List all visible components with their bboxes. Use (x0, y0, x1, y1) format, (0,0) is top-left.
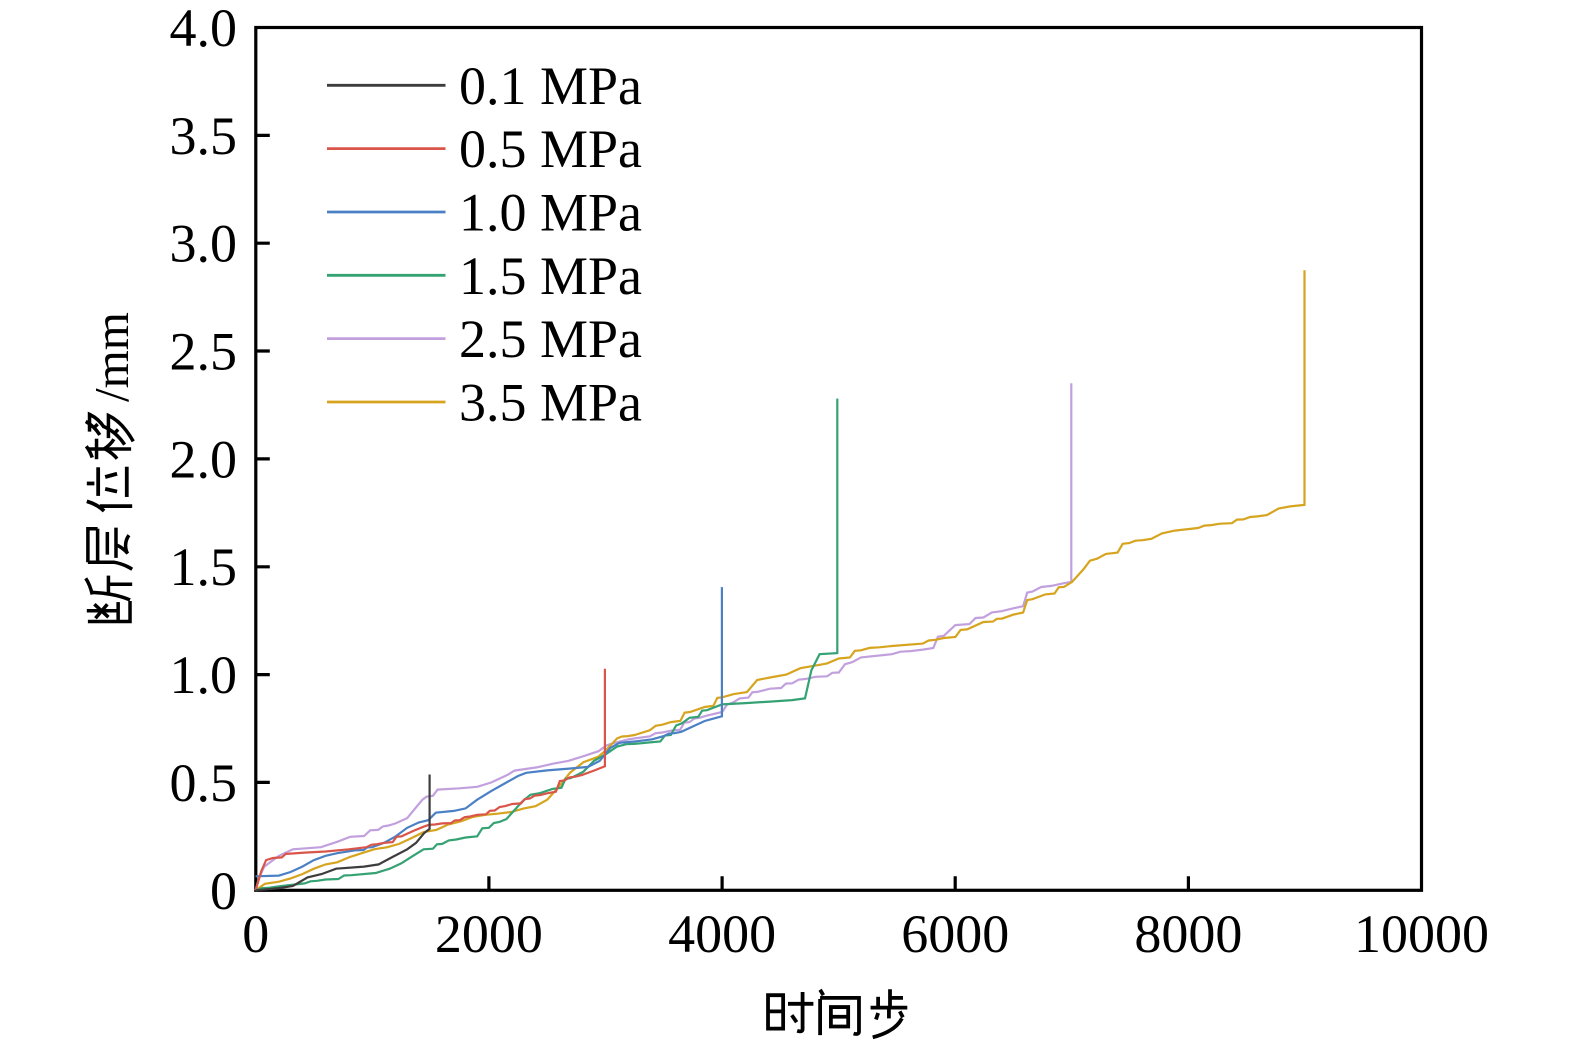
svg-text:1.0 MPa: 1.0 MPa (459, 183, 642, 243)
svg-text:10000: 10000 (1354, 904, 1489, 964)
svg-text:1.0: 1.0 (170, 645, 238, 705)
svg-text:0.5: 0.5 (170, 753, 238, 813)
svg-text:4000: 4000 (668, 904, 776, 964)
svg-text:2.5: 2.5 (170, 322, 238, 382)
svg-text:2.0: 2.0 (170, 429, 238, 489)
svg-text:4.0: 4.0 (170, 0, 238, 58)
svg-text:2000: 2000 (435, 904, 543, 964)
svg-text:3.0: 3.0 (170, 214, 238, 274)
svg-text:0.1 MPa: 0.1 MPa (459, 56, 642, 116)
svg-text:0: 0 (242, 904, 269, 964)
svg-text:/mm: /mm (84, 312, 139, 402)
svg-text:8000: 8000 (1134, 904, 1242, 964)
svg-text:3.5 MPa: 3.5 MPa (459, 373, 642, 433)
svg-text:1.5: 1.5 (170, 537, 238, 597)
svg-text:2.5 MPa: 2.5 MPa (459, 309, 642, 369)
svg-text:3.5: 3.5 (170, 106, 238, 166)
svg-text:1.5 MPa: 1.5 MPa (459, 246, 642, 306)
svg-text:0: 0 (210, 861, 237, 921)
svg-text:0.5 MPa: 0.5 MPa (459, 119, 642, 179)
svg-text:6000: 6000 (901, 904, 1009, 964)
